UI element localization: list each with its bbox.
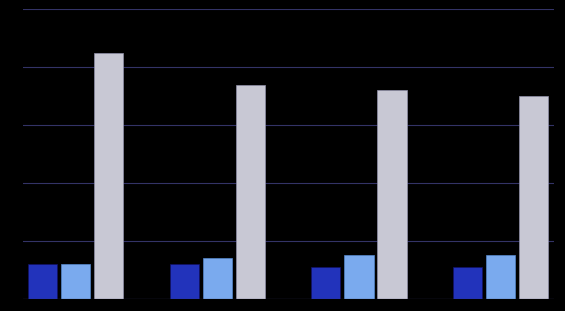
- Bar: [377, 90, 407, 299]
- Bar: [94, 53, 123, 299]
- Bar: [345, 255, 373, 299]
- Bar: [170, 264, 199, 299]
- Bar: [311, 267, 341, 299]
- Bar: [236, 85, 265, 299]
- Bar: [519, 96, 548, 299]
- Bar: [61, 264, 90, 299]
- Bar: [453, 267, 482, 299]
- Bar: [203, 258, 232, 299]
- Bar: [28, 264, 57, 299]
- Bar: [486, 255, 515, 299]
